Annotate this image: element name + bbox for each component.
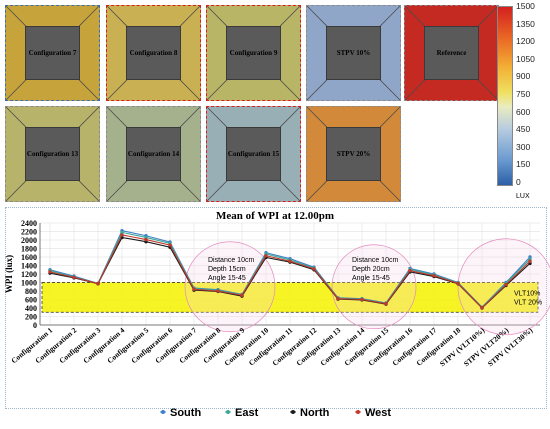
annotation-text: Distance 10cm [352,257,398,264]
legend-label: North [300,407,330,419]
lux-tick: 600 [516,106,531,117]
legend-label: West [365,407,391,419]
legend-label: East [235,407,259,419]
data-point-west [336,296,340,301]
tile-stpv-10-: STPV 10% [306,5,401,101]
lux-tick: 1350 [516,18,535,29]
lux-tick: 450 [516,124,531,135]
wpi-line-chart: Mean of WPI at 12.00pm020040060080010001… [4,210,550,419]
lux-tick: 1050 [516,53,535,64]
lux-tick: 0 [516,177,521,187]
data-point-west [96,281,100,286]
target-band [41,282,539,313]
data-point-west [528,259,532,263]
y-tick-label: 1600 [21,253,37,262]
annotation-text: Angle 15-45 [208,275,246,282]
y-tick-label: 600 [25,296,37,305]
data-point-west [240,293,244,297]
y-tick-label: 400 [25,304,37,313]
y-tick-label: 0 [33,321,37,330]
annotation-text: VLT10% [514,290,540,297]
lux-unit-label: LUX [516,193,530,200]
highlight-circle [184,241,276,333]
y-tick-label: 1800 [21,245,37,254]
tile-label: Configuration 14 [127,150,180,158]
tile-configuration-14: Configuration 14 [106,106,201,202]
tile-label: Reference [436,49,467,57]
data-point-west [72,275,76,280]
y-tick-label: 1200 [21,270,37,279]
legend-marker [356,410,360,414]
legend-marker [226,410,230,414]
y-tick-label: 2200 [21,228,37,237]
annotation-text: Depth 20cm [352,266,390,273]
tile-configuration-15: Configuration 15 [206,106,301,202]
lux-color-scale [497,6,513,186]
lux-tick: 300 [516,141,531,152]
y-tick-label: 200 [25,313,37,322]
data-point-west [48,270,52,274]
lux-tick: 900 [516,71,531,82]
lux-tick: 150 [516,159,531,170]
data-point-west [168,243,172,247]
tile-configuration-9: Configuration 9 [206,5,301,101]
data-point-west [288,259,292,263]
y-tick-label: 1400 [21,262,37,271]
data-point-west [216,289,220,293]
data-point-west [120,233,124,237]
legend-label: South [170,407,201,419]
y-tick-label: 2400 [21,219,37,228]
configuration-tiles: Configuration 7 Configuration 8 Configurat… [0,0,550,210]
tile-reference: Reference [404,5,499,101]
lux-tick: 1500 [516,1,535,11]
lux-tick: 1200 [516,36,535,47]
tile-configuration-8: Configuration 8 [106,5,201,101]
y-tick-label: 800 [25,287,37,296]
data-point-west [144,237,148,242]
y-tick-label: 2000 [21,236,37,245]
data-point-west [312,267,316,271]
annotation-text: Distance 10cm [208,257,254,264]
data-point-west [480,306,484,310]
annotation-text: Angle 15-45 [352,275,390,282]
data-point-west [504,282,508,287]
data-point-west [192,287,196,291]
y-tick-label: 1000 [21,279,37,288]
legend-marker [161,410,165,414]
y-axis-label: WPI (lux) [4,255,14,293]
data-point-west [360,297,364,302]
lux-tick: 750 [516,89,531,99]
tile-label: Configuration 7 [28,49,77,57]
tile-configuration-7: Configuration 7 [5,5,100,101]
chart-title: Mean of WPI at 12.00pm [216,210,334,222]
data-point-west [432,274,436,278]
data-point-west [408,268,412,273]
annotation-text: VLT 20% [514,299,542,306]
annotation-text: Depth 15cm [208,266,246,273]
tile-label: Configuration 13 [26,150,79,158]
tile-label: Configuration 9 [229,49,278,57]
legend-marker [291,410,295,414]
tile-label: Configuration 8 [129,49,178,57]
data-point-west [384,302,388,306]
tile-label: Configuration 15 [227,150,280,158]
tile-label: STPV 10% [336,49,371,57]
tile-stpv-20-: STPV 20% [306,106,401,202]
highlight-circle [331,244,417,330]
data-point-west [456,281,460,286]
tile-configuration-13: Configuration 13 [5,106,100,202]
chart-frame [5,207,547,409]
data-point-west [264,254,268,258]
tile-label: STPV 20% [336,150,371,158]
data-point-east [120,230,124,235]
